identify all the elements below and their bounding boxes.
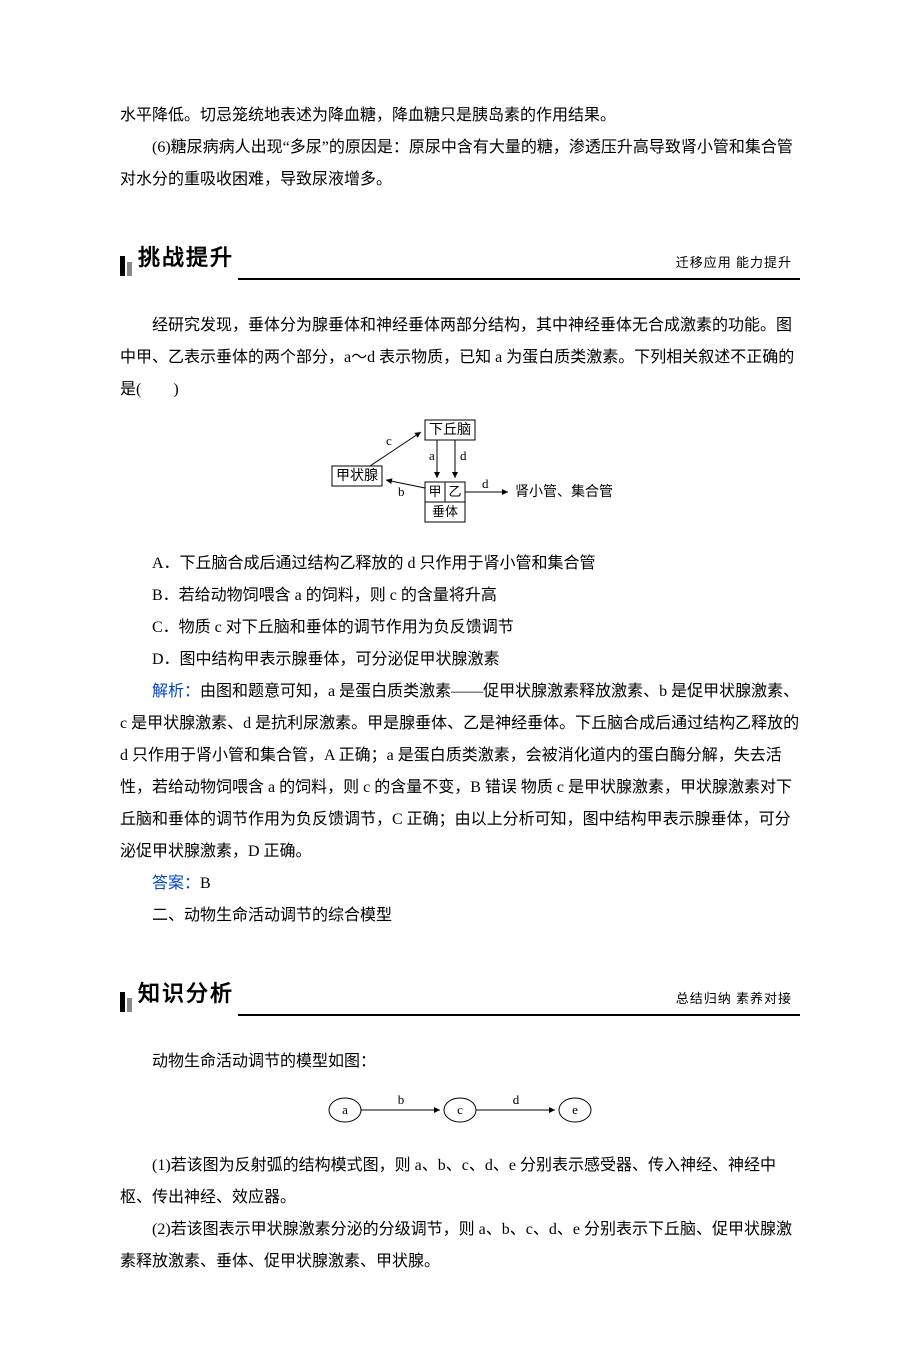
figure-pituitary-diagram: 下丘脑 甲状腺 甲 乙 垂体 a d b c d [120, 416, 800, 538]
label-d: d [460, 448, 467, 463]
section2-heading: 二、动物生命活动调节的综合模型 [120, 900, 800, 932]
label-c: c [386, 433, 392, 448]
answer-line: 答案：B [120, 868, 800, 900]
label-a: a [429, 448, 435, 463]
section-header-knowledge: 知识分析 总结归纳 素养对接 [120, 972, 800, 1016]
figure-model-diagram: a b c d e [120, 1088, 800, 1140]
header-bars-icon [120, 992, 132, 1012]
label-target: 肾小管、集合管 [515, 483, 613, 500]
node-e: e [572, 1102, 578, 1117]
section-title: 挑战提升 [138, 236, 234, 280]
label-d2: d [482, 476, 489, 491]
edge-b: b [398, 1092, 405, 1107]
paragraph-continuation: 水平降低。切忌笼统地表述为降血糖，降血糖只是胰岛素的作用结果。 [120, 100, 800, 132]
node-a: a [342, 1102, 348, 1117]
answer-label: 答案： [152, 875, 200, 892]
section-subtitle: 总结归纳 素养对接 [676, 986, 792, 1012]
paragraph-6: (6)糖尿病病人出现“多尿”的原因是：原尿中含有大量的糖，渗透压升高导致肾小管和… [120, 132, 800, 196]
option-c: C．物质 c 对下丘脑和垂体的调节作用为负反馈调节 [120, 612, 800, 644]
answer-value: B [200, 875, 211, 892]
question-stem: 经研究发现，垂体分为腺垂体和神经垂体两部分结构，其中神经垂体无合成激素的功能。图… [120, 310, 800, 406]
section-subtitle: 迁移应用 能力提升 [676, 250, 792, 276]
question-options: A．下丘脑合成后通过结构乙释放的 d 只作用于肾小管和集合管 B．若给动物饲喂含… [120, 548, 800, 676]
label-jia: 甲 [428, 484, 441, 499]
section-title: 知识分析 [138, 972, 234, 1016]
analysis-label: 解析： [152, 683, 200, 700]
analysis-text: 由图和题意可知，a 是蛋白质类激素——促甲状腺激素释放激素、b 是促甲状腺激素、… [120, 683, 799, 860]
option-d: D．图中结构甲表示腺垂体，可分泌促甲状腺激素 [120, 644, 800, 676]
option-a: A．下丘脑合成后通过结构乙释放的 d 只作用于肾小管和集合管 [120, 548, 800, 580]
label-pituitary: 垂体 [432, 504, 458, 519]
label-b: b [398, 484, 405, 499]
edge-d: d [513, 1092, 520, 1107]
section-header-challenge: 挑战提升 迁移应用 能力提升 [120, 236, 800, 280]
analysis-paragraph: 解析：由图和题意可知，a 是蛋白质类激素——促甲状腺激素释放激素、b 是促甲状腺… [120, 676, 800, 868]
model-p1: (1)若该图为反射弧的结构模式图，则 a、b、c、d、e 分别表示感受器、传入神… [120, 1150, 800, 1214]
model-intro: 动物生命活动调节的模型如图： [120, 1046, 800, 1078]
option-b: B．若给动物饲喂含 a 的饲料，则 c 的含量将升高 [120, 580, 800, 612]
model-p2: (2)若该图表示甲状腺激素分泌的分级调节，则 a、b、c、d、e 分别表示下丘脑… [120, 1214, 800, 1278]
header-bars-icon [120, 256, 132, 276]
node-c: c [457, 1102, 463, 1117]
page-content: 水平降低。切忌笼统地表述为降血糖，降血糖只是胰岛素的作用结果。 (6)糖尿病病人… [0, 0, 920, 1358]
label-hypothalamus: 下丘脑 [429, 422, 471, 438]
label-yi: 乙 [448, 484, 461, 499]
label-thyroid: 甲状腺 [336, 468, 378, 484]
